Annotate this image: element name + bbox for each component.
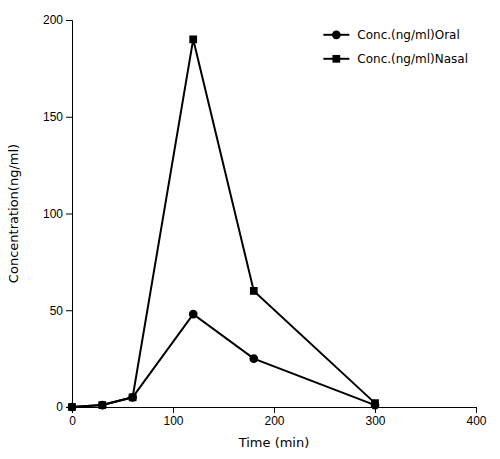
tick-label: 0 bbox=[69, 414, 76, 428]
tick: 150 bbox=[43, 110, 72, 124]
tick-label: 100 bbox=[163, 414, 183, 428]
marker bbox=[250, 287, 258, 295]
marker bbox=[68, 403, 77, 412]
legend-item: Conc.(ng/ml)Nasal bbox=[323, 52, 468, 66]
tick-label: 100 bbox=[43, 207, 63, 221]
tick: 400 bbox=[466, 407, 486, 428]
legend-label: Conc.(ng/ml)Nasal bbox=[357, 52, 468, 66]
tick: 200 bbox=[43, 13, 72, 27]
tick: 200 bbox=[264, 407, 284, 428]
marker bbox=[189, 310, 198, 319]
tick-mark bbox=[66, 310, 72, 311]
legend-label: Conc.(ng/ml)Oral bbox=[357, 28, 459, 42]
chart: 0 100 200 300 400 0 50 100 150 200 Time (min) Conce… bbox=[0, 0, 500, 459]
y-axis-title: Concentration(ng/ml) bbox=[6, 144, 21, 283]
marker bbox=[128, 393, 137, 402]
legend-marker bbox=[332, 55, 340, 63]
tick-label: 150 bbox=[43, 110, 63, 124]
plot: 0 100 200 300 400 0 50 100 150 200 bbox=[43, 13, 487, 427]
tick-label: 0 bbox=[56, 400, 63, 414]
marker bbox=[129, 393, 137, 401]
legend-item: Conc.(ng/ml)Oral bbox=[323, 28, 459, 42]
tick-label: 200 bbox=[264, 414, 284, 428]
tick-label: 200 bbox=[43, 13, 63, 27]
x-axis: 0 100 200 300 400 bbox=[69, 407, 487, 428]
marks bbox=[68, 35, 380, 411]
marker bbox=[68, 403, 76, 411]
tick-mark bbox=[173, 407, 174, 413]
tick: 100 bbox=[163, 407, 183, 428]
x-axis-title: Time (min) bbox=[238, 435, 310, 450]
y-axis: 0 50 100 150 200 bbox=[43, 13, 73, 414]
tick: 100 bbox=[43, 207, 72, 221]
tick-mark bbox=[66, 117, 72, 118]
tick: 50 bbox=[50, 304, 72, 318]
tick-mark bbox=[66, 20, 72, 21]
tick-label: 300 bbox=[365, 414, 385, 428]
marker bbox=[98, 401, 106, 409]
marker bbox=[249, 354, 258, 363]
legend: Conc.(ng/ml)Oral Conc.(ng/ml)Nasal bbox=[323, 28, 468, 66]
axis-line bbox=[73, 408, 477, 414]
tick-mark bbox=[476, 407, 477, 413]
tick-mark bbox=[66, 214, 72, 215]
tick-mark bbox=[274, 407, 275, 413]
legend-marker bbox=[332, 30, 341, 39]
marker bbox=[98, 401, 107, 410]
marker bbox=[371, 399, 379, 407]
tick-label: 50 bbox=[50, 304, 64, 318]
tick: 300 bbox=[365, 407, 385, 428]
series-line bbox=[72, 39, 375, 407]
marker bbox=[189, 35, 197, 43]
axis-line bbox=[66, 21, 73, 408]
tick-label: 400 bbox=[466, 414, 486, 428]
